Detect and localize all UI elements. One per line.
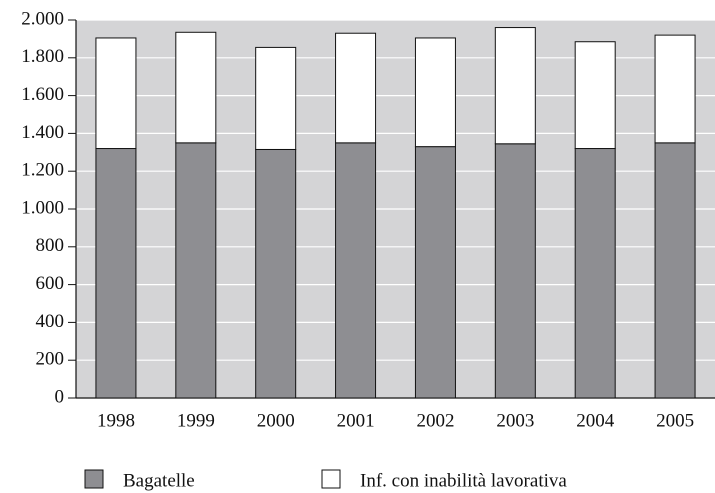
bar-segment (95, 148, 137, 399)
x-tick-label: 1998 (97, 410, 135, 431)
y-tick-label: 0 (55, 386, 65, 407)
x-tick-label: 1999 (177, 410, 215, 431)
bar-segment (414, 37, 456, 148)
bar-segment (175, 31, 217, 144)
legend-swatch (321, 469, 341, 489)
legend-label: Inf. con inabilità lavorativa (360, 470, 567, 491)
x-tick-label: 2005 (656, 410, 694, 431)
y-tick-label: 200 (36, 349, 65, 370)
x-tick-label: 2004 (576, 410, 615, 431)
bar-segment (654, 142, 696, 399)
x-tick-label: 2000 (257, 410, 295, 431)
y-tick-label: 400 (36, 311, 65, 332)
y-tick-label: 1.000 (21, 197, 64, 218)
y-tick-label: 1.800 (21, 46, 64, 67)
bar-segment (335, 142, 377, 399)
y-tick-label: 800 (36, 235, 65, 256)
x-tick-label: 2001 (337, 410, 375, 431)
bar-segment (255, 46, 297, 150)
bar-segment (574, 148, 616, 399)
bar-segment (574, 41, 616, 150)
bar-segment (494, 143, 536, 399)
bar-segment (414, 146, 456, 399)
y-tick-label: 600 (36, 273, 65, 294)
y-tick-label: 1.400 (21, 122, 64, 143)
bar-segment (175, 142, 217, 399)
x-tick-label: 2002 (416, 410, 454, 431)
y-tick-label: 2.000 (21, 8, 64, 29)
bar-segment (494, 27, 536, 145)
legend-swatch (84, 469, 104, 489)
bar-segment (255, 148, 297, 399)
y-tick-label: 1.200 (21, 160, 64, 181)
x-tick-label: 2003 (496, 410, 534, 431)
legend-label: Bagatelle (123, 470, 195, 491)
y-tick-label: 1.600 (21, 84, 64, 105)
bar-segment (335, 32, 377, 144)
bar-segment (654, 34, 696, 144)
bar-segment (95, 37, 137, 150)
